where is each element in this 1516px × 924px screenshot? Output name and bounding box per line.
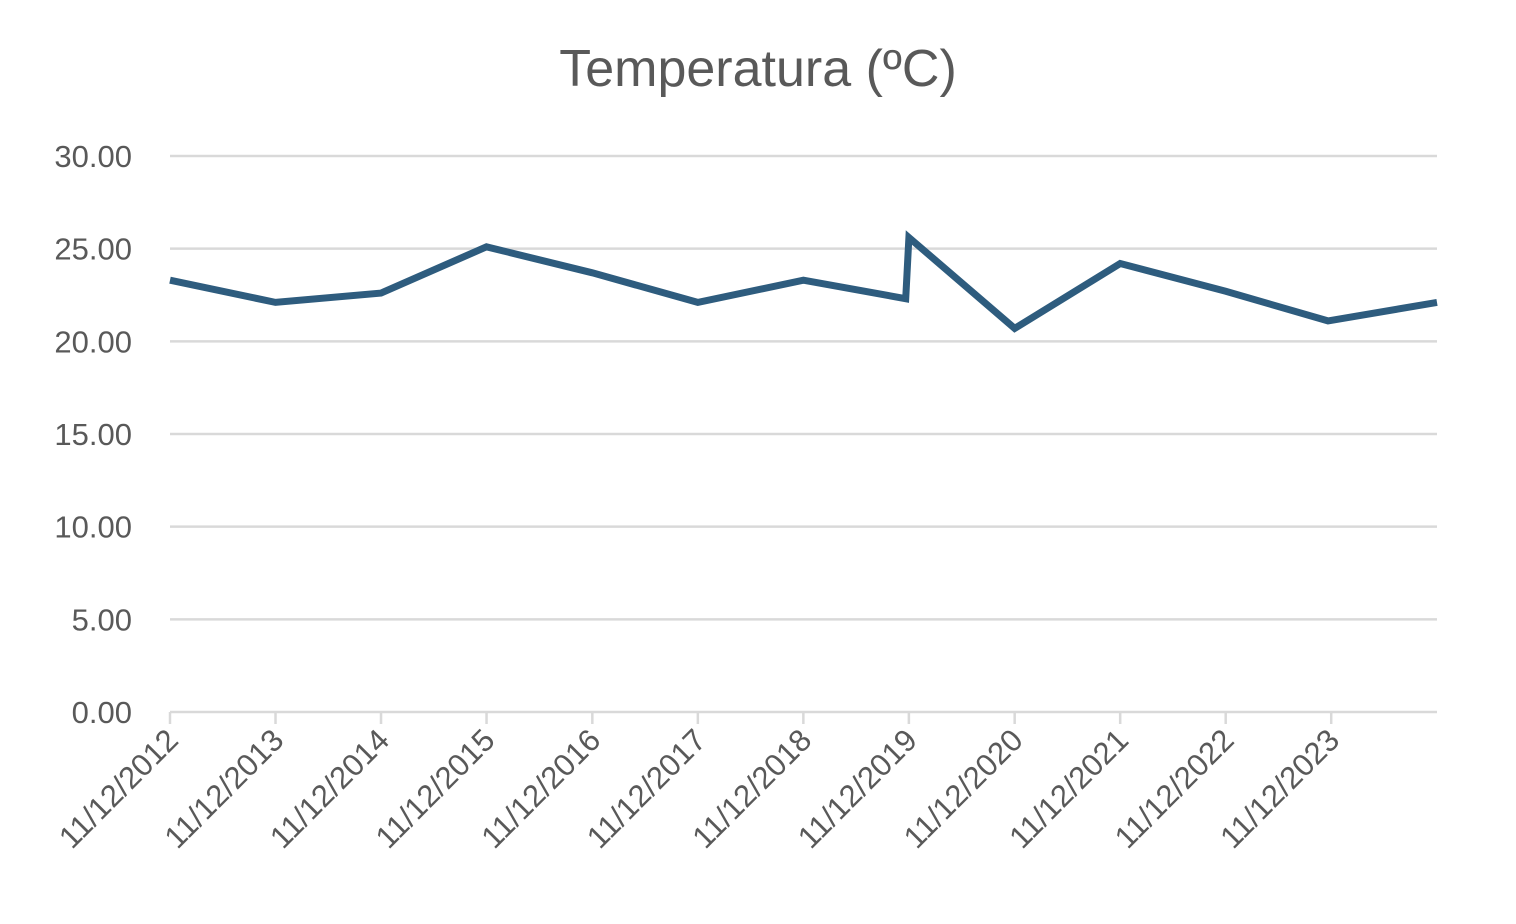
y-tick-label: 10.00 [54,510,132,545]
y-tick-label: 0.00 [72,695,132,730]
series-layer [169,230,1438,333]
y-tick-label: 25.00 [54,232,132,267]
y-tick-label: 5.00 [72,602,132,637]
series-line [169,230,1438,333]
y-tick-label: 15.00 [54,417,132,452]
y-tick-label: 30.00 [54,139,132,174]
chart-title: Temperatura (ºC) [559,40,957,98]
gridlines [170,154,1437,621]
x-axis: 11/12/201211/12/201311/12/201411/12/2015… [52,710,1437,855]
y-axis: 0.00 5.00 10.00 15.00 20.00 25.00 30.00 [54,139,132,730]
y-tick-label: 20.00 [54,324,132,359]
